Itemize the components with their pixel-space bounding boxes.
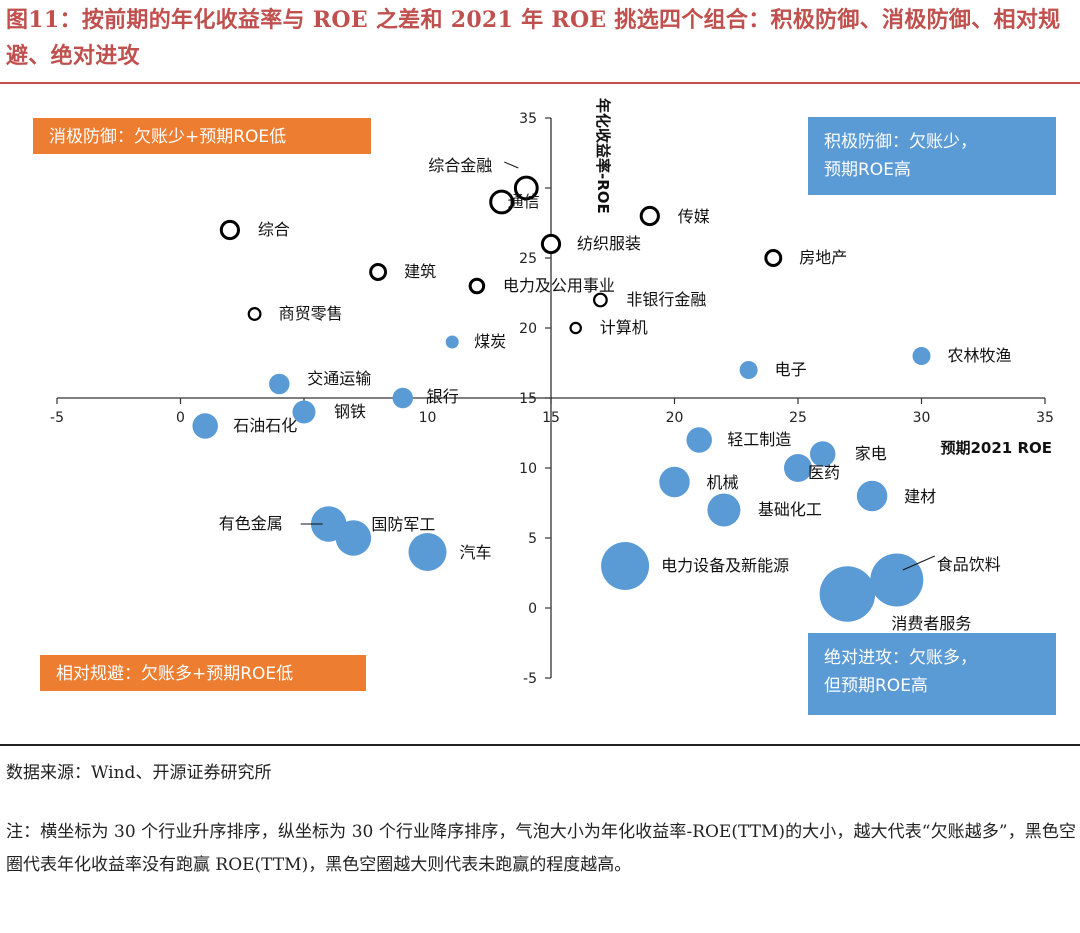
point-综合 — [219, 219, 240, 241]
point-国防军工 — [335, 520, 372, 556]
title-divider — [0, 82, 1080, 84]
quadrant-box-top-right — [808, 117, 1056, 195]
point-医药 — [784, 454, 812, 482]
point-label-电力设备及新能源: 电力设备及新能源 — [661, 556, 789, 575]
x-tick-label: 10 — [419, 410, 437, 426]
quadrant-box-bottom-left — [40, 655, 366, 691]
point-汽车 — [408, 533, 447, 571]
point-label-机械: 机械 — [707, 473, 739, 492]
y-tick-label: 10 — [519, 461, 537, 477]
point-label-电子: 电子 — [775, 360, 807, 379]
bottom-divider — [0, 744, 1080, 746]
y-tick-label: 20 — [519, 321, 537, 337]
point-label-综合: 综合 — [258, 220, 290, 239]
note-text: 注：横坐标为 30 个行业升序排序，纵坐标为 30 个行业降序排序，气泡大小为年… — [6, 822, 1076, 875]
point-label-钢铁: 钢铁 — [334, 402, 366, 421]
point-label-综合金融: 综合金融 — [428, 156, 492, 175]
point-label-纺织服装: 纺织服装 — [577, 234, 641, 253]
point-农林牧渔 — [912, 347, 931, 365]
point-label-通信: 通信 — [508, 192, 540, 211]
source-text: 数据来源：Wind、开源证券研究所 — [6, 763, 272, 783]
point-label-食品饮料: 食品饮料 — [937, 555, 1001, 574]
point-食品饮料 — [870, 553, 924, 607]
quadrant-box-bottom-right — [808, 633, 1056, 715]
point-label-石油石化: 石油石化 — [233, 416, 297, 435]
point-label-国防军工: 国防军工 — [371, 515, 435, 534]
point-轻工制造 — [686, 427, 712, 453]
quadrant-label-bottom-left: 相对规避：欠账多+预期ROE低 — [56, 664, 293, 684]
x-tick-label: 20 — [666, 410, 684, 426]
bubble-chart: 消极防御：欠账少+预期ROE低 积极防御：欠账少，预期ROE高相对规避：欠账多+预… — [33, 98, 1056, 715]
point-label-煤炭: 煤炭 — [474, 332, 506, 351]
point-建筑 — [369, 263, 388, 281]
point-纺织服装 — [540, 233, 562, 255]
point-机械 — [659, 466, 690, 498]
point-label-家电: 家电 — [855, 444, 887, 463]
x-tick-label: -5 — [50, 410, 64, 426]
point-钢铁 — [292, 400, 316, 424]
y-tick-label: -5 — [523, 671, 537, 687]
point-label-电力及公用事业: 电力及公用事业 — [503, 276, 615, 295]
x-tick-label: 30 — [913, 410, 931, 426]
point-消费者服务 — [819, 566, 876, 622]
point-label-消费者服务: 消费者服务 — [891, 614, 971, 633]
point-建材 — [856, 480, 888, 512]
point-label-计算机: 计算机 — [600, 318, 648, 337]
point-label-建材: 建材 — [904, 487, 936, 506]
y-tick-label: 0 — [528, 601, 537, 617]
x-tick-label: 0 — [176, 410, 185, 426]
point-label-有色金属: 有色金属 — [219, 514, 283, 533]
y-axis-title: 年化收益率-ROE — [594, 98, 612, 214]
point-label-建筑: 建筑 — [404, 262, 436, 281]
point-房地产 — [764, 249, 783, 267]
point-label-农林牧渔: 农林牧渔 — [948, 346, 1012, 365]
x-tick-label: 25 — [789, 410, 807, 426]
point-电子 — [739, 361, 758, 379]
point-label-房地产: 房地产 — [799, 248, 847, 267]
point-label-基础化工: 基础化工 — [758, 500, 822, 519]
point-label-交通运输: 交通运输 — [307, 369, 371, 388]
point-电力设备及新能源 — [601, 542, 650, 590]
x-tick-label: 15 — [542, 410, 560, 426]
point-传媒 — [639, 205, 660, 227]
leader-line-食品饮料 — [902, 555, 936, 571]
point-label-非银行金融: 非银行金融 — [626, 290, 706, 309]
point-计算机 — [569, 321, 582, 335]
point-电力及公用事业 — [468, 277, 486, 295]
point-银行 — [392, 387, 414, 409]
point-综合金融 — [513, 175, 539, 201]
point-非银行金融 — [593, 292, 608, 308]
leader-line-综合金融 — [504, 161, 519, 169]
x-tick-label: 35 — [1036, 410, 1054, 426]
point-家电 — [809, 441, 836, 467]
point-煤炭 — [445, 335, 459, 349]
point-label-传媒: 传媒 — [678, 207, 710, 226]
quadrant-label-top-left: 消极防御：欠账少+预期ROE低 — [49, 127, 286, 147]
point-商贸零售 — [247, 307, 262, 321]
quadrant-box-top-left — [33, 118, 371, 154]
quadrant-label-top-right: 积极防御：欠账少，预期ROE高 — [824, 132, 977, 180]
point-交通运输 — [269, 373, 290, 395]
quadrant-label-bottom-right: 绝对进攻：欠账多，但预期ROE高 — [824, 648, 977, 696]
point-通信 — [489, 189, 515, 215]
point-基础化工 — [707, 493, 741, 527]
y-tick-label: 35 — [519, 111, 537, 127]
figure-title: 图11：按前期的年化收益率与 ROE 之差和 2021 年 ROE 挑选四个组合… — [6, 7, 1061, 69]
point-石油石化 — [192, 413, 218, 439]
point-label-商贸零售: 商贸零售 — [279, 304, 343, 323]
point-label-轻工制造: 轻工制造 — [727, 430, 791, 449]
point-label-汽车: 汽车 — [460, 543, 492, 562]
y-tick-label: 15 — [519, 391, 537, 407]
point-label-银行: 银行 — [427, 387, 459, 406]
y-tick-label: 5 — [528, 531, 537, 547]
x-axis-title: 预期2021 ROE — [940, 439, 1052, 457]
point-label-医药: 医药 — [808, 463, 840, 482]
y-tick-label: 25 — [519, 251, 537, 267]
